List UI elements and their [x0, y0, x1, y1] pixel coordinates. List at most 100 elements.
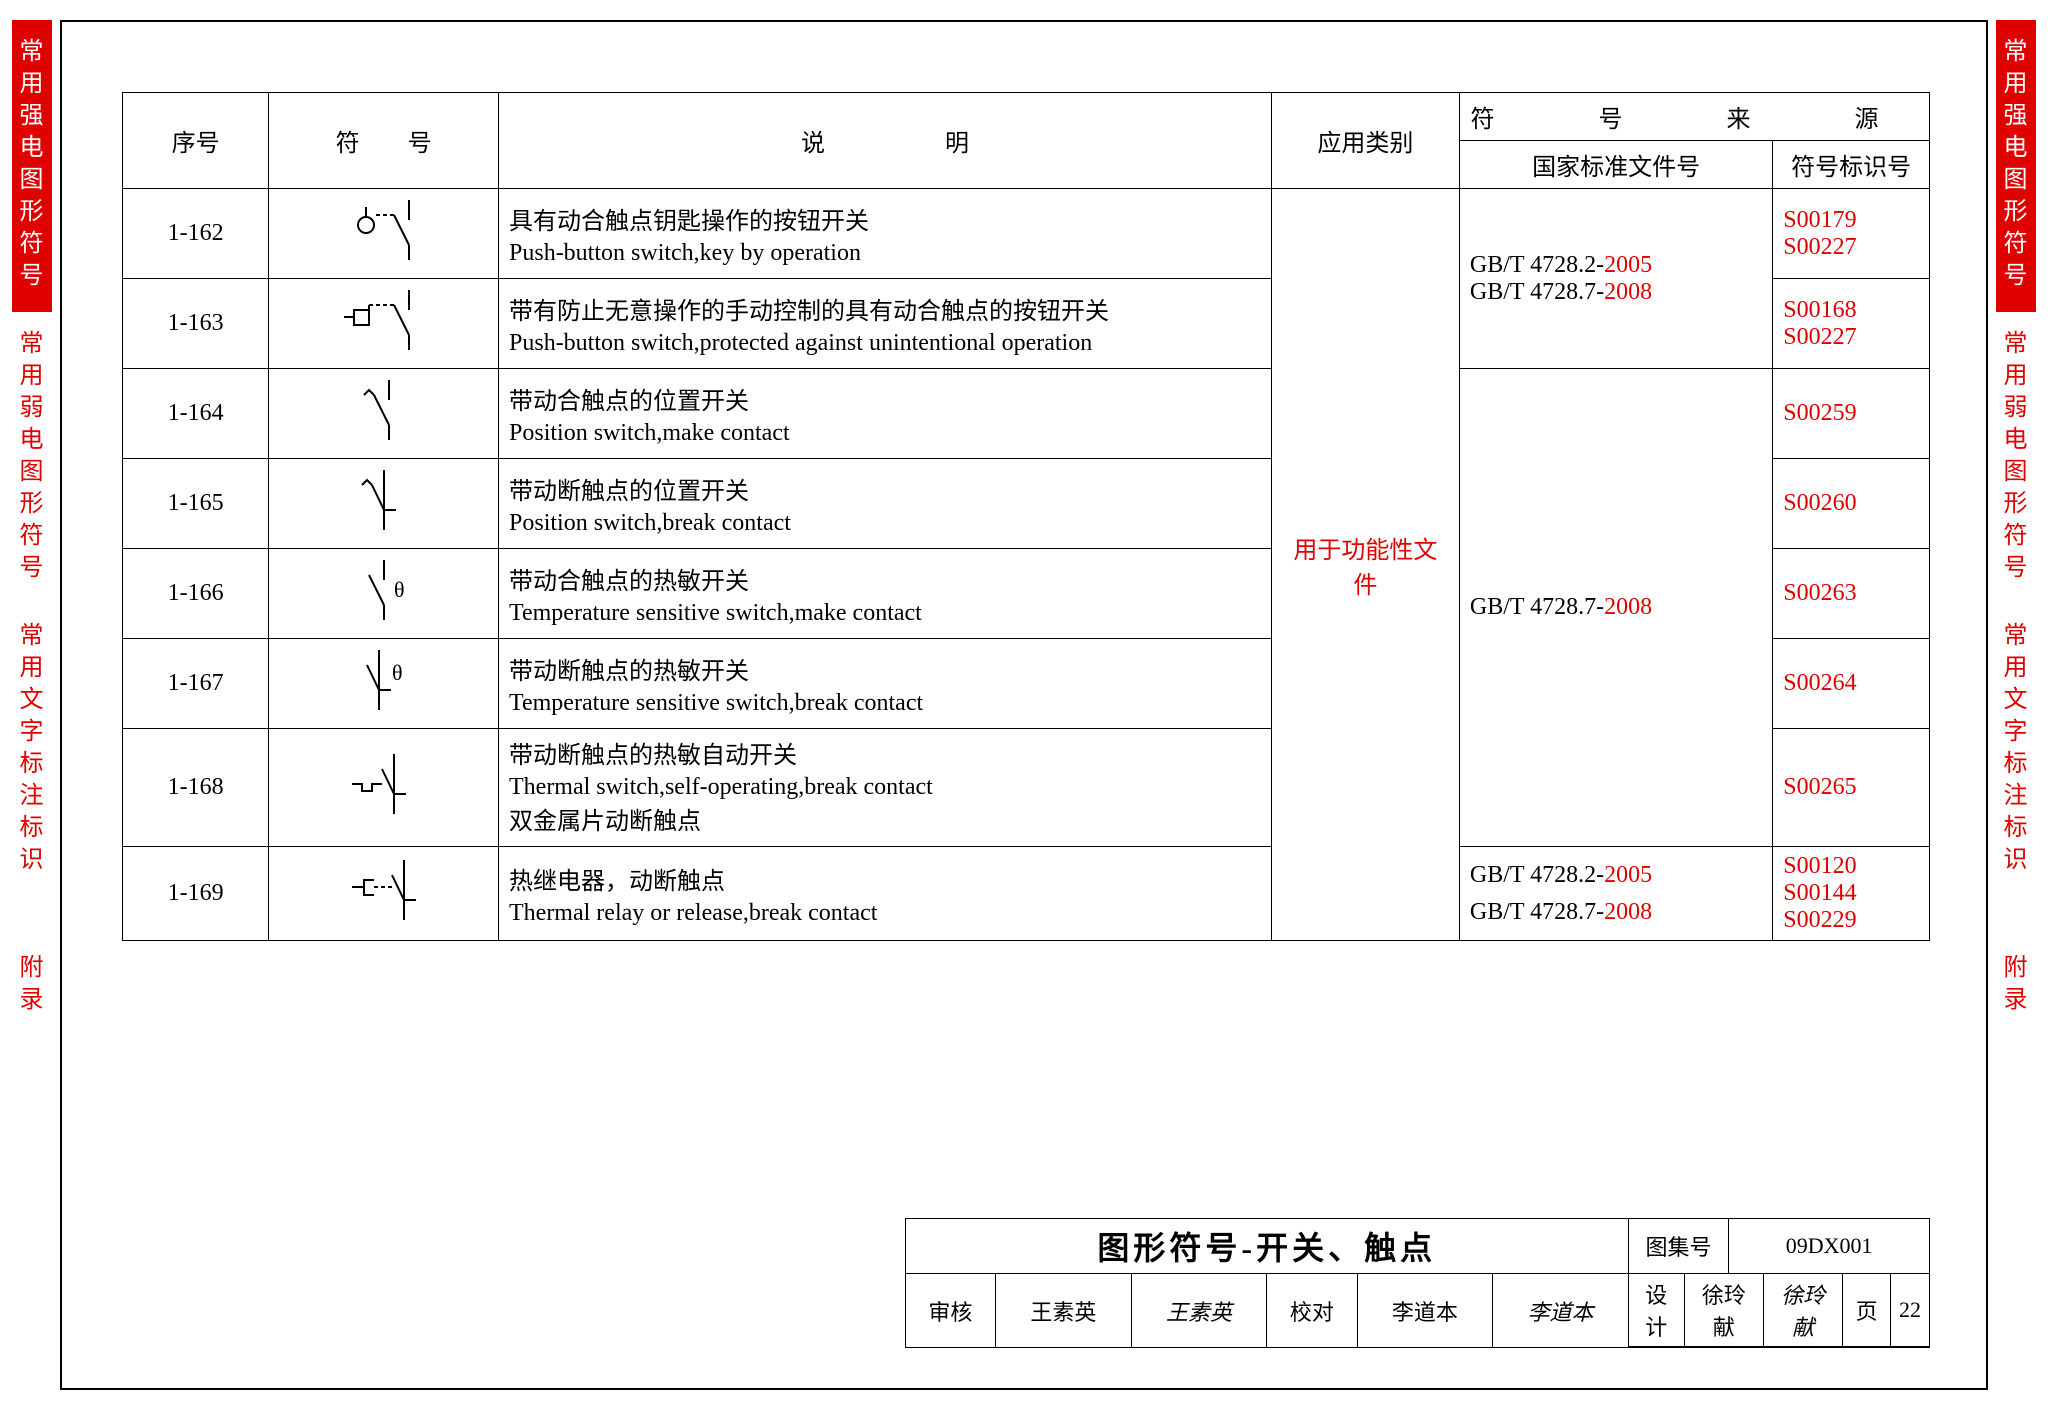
position-break-icon: [324, 465, 444, 535]
table-row: 1-162 具有动合触点钥匙操作的按钮开关 Push-button switch…: [123, 189, 1930, 279]
tab-strong-r[interactable]: 常用强电图形符号: [1996, 20, 2036, 312]
cell-symbol: θ: [269, 639, 499, 729]
cell-seq: 1-165: [123, 459, 269, 549]
cell-desc: 具有动合触点钥匙操作的按钮开关 Push-button switch,key b…: [499, 189, 1272, 279]
cell-symbol: [269, 459, 499, 549]
desc-en: Temperature sensitive switch,break conta…: [509, 690, 1261, 717]
key-switch-icon: [324, 195, 444, 265]
table-body: 1-162 具有动合触点钥匙操作的按钮开关 Push-button switch…: [123, 189, 1930, 941]
side-tabs-left: 常用强电图形符号 常用弱电图形符号 常用文字标注标识 附录: [12, 20, 52, 1036]
id-code: S00120: [1783, 853, 1919, 880]
cell-seq: 1-169: [123, 847, 269, 941]
review-sig: 王素英: [1131, 1274, 1267, 1348]
cell-id: S00168 S00227: [1773, 279, 1930, 369]
tab-weak[interactable]: 常用弱电图形符号: [12, 312, 52, 604]
drawing-title: 图形符号-开关、触点: [905, 1219, 1628, 1274]
std-prefix: GB/T 4728.2-: [1470, 862, 1604, 888]
desc-en: Position switch,make contact: [509, 420, 1261, 447]
cell-seq: 1-164: [123, 369, 269, 459]
cell-std: GB/T 4728.2-2005 GB/T 4728.7-2008: [1459, 189, 1772, 369]
id-code: S00260: [1783, 490, 1919, 517]
thermal-relay-icon: [324, 855, 444, 925]
desc-cn: 带动合触点的位置开关: [509, 381, 1261, 416]
desc-cn2: 双金属片动断触点: [509, 801, 1261, 836]
std-prefix: GB/T 4728.2-: [1470, 252, 1604, 278]
desc-cn: 带有防止无意操作的手动控制的具有动合触点的按钮开关: [509, 291, 1261, 326]
std-prefix: GB/T 4728.7-: [1470, 279, 1604, 305]
desc-cn: 热继电器，动断触点: [509, 861, 1261, 896]
thermal-self-icon: [324, 749, 444, 819]
cell-desc: 带动断触点的热敏开关 Temperature sensitive switch,…: [499, 639, 1272, 729]
std-year: 2008: [1604, 279, 1652, 305]
cell-id: S00260: [1773, 459, 1930, 549]
cell-desc: 带动合触点的热敏开关 Temperature sensitive switch,…: [499, 549, 1272, 639]
std-prefix: GB/T 4728.7-: [1470, 899, 1604, 925]
cell-desc: 带有防止无意操作的手动控制的具有动合触点的按钮开关 Push-button sw…: [499, 279, 1272, 369]
hdr-app: 应用类别: [1271, 93, 1459, 189]
id-code: S00227: [1783, 324, 1919, 351]
position-make-icon: [324, 375, 444, 445]
hdr-std: 国家标准文件号: [1459, 141, 1772, 189]
std-year: 2005: [1604, 862, 1652, 888]
desc-en: Push-button switch,protected against uni…: [509, 330, 1261, 357]
cell-id: S00120 S00144 S00229: [1773, 847, 1930, 941]
std-year: 2008: [1604, 899, 1652, 925]
svg-text:θ: θ: [392, 660, 403, 685]
cell-symbol: [269, 847, 499, 941]
desc-cn: 带动断触点的位置开关: [509, 471, 1261, 506]
temp-break-icon: θ: [324, 645, 444, 715]
cell-std: GB/T 4728.7-2008: [1459, 369, 1772, 847]
cell-desc: 带动断触点的热敏自动开关 Thermal switch,self-operati…: [499, 729, 1272, 847]
cell-desc: 带动合触点的位置开关 Position switch,make contact: [499, 369, 1272, 459]
tab-text-r[interactable]: 常用文字标注标识: [1996, 604, 2036, 896]
tab-weak-r[interactable]: 常用弱电图形符号: [1996, 312, 2036, 604]
set-no: 09DX001: [1729, 1219, 1930, 1274]
desc-en: Position switch,break contact: [509, 510, 1261, 537]
title-block: 图形符号-开关、触点 图集号 09DX001 审核 王素英 王素英 校对 李道本…: [122, 1218, 1930, 1348]
hdr-source: 符 号 来 源: [1459, 93, 1929, 141]
cell-symbol: [269, 729, 499, 847]
id-code: S00168: [1783, 297, 1919, 324]
tab-appendix[interactable]: 附录: [12, 936, 52, 1036]
cell-seq: 1-167: [123, 639, 269, 729]
desc-cn: 具有动合触点钥匙操作的按钮开关: [509, 201, 1261, 236]
id-code: S00263: [1783, 580, 1919, 607]
id-code: S00179: [1783, 207, 1919, 234]
id-code: S00259: [1783, 400, 1919, 427]
hdr-desc: 说 明: [499, 93, 1272, 189]
svg-text:θ: θ: [394, 577, 405, 602]
page-frame: 序号 符 号 说 明 应用类别 符 号 来 源 国家标准文件号 符号标识号 1-…: [60, 20, 1988, 1390]
cell-symbol: [269, 279, 499, 369]
check-name: 李道本: [1357, 1274, 1493, 1348]
id-code: S00229: [1783, 907, 1919, 934]
cell-desc: 带动断触点的位置开关 Position switch,break contact: [499, 459, 1272, 549]
cell-std: GB/T 4728.2-2005 GB/T 4728.7-2008: [1459, 847, 1772, 941]
id-code: S00227: [1783, 234, 1919, 261]
tab-strong[interactable]: 常用强电图形符号: [12, 20, 52, 312]
hdr-id: 符号标识号: [1773, 141, 1930, 189]
desc-cn: 带动合触点的热敏开关: [509, 561, 1261, 596]
cell-seq: 1-166: [123, 549, 269, 639]
std-year: 2008: [1604, 594, 1652, 620]
desc-en: Temperature sensitive switch,make contac…: [509, 600, 1261, 627]
check-sig: 李道本: [1493, 1274, 1629, 1348]
tab-appendix-r[interactable]: 附录: [1996, 936, 2036, 1036]
cell-id: S00179 S00227: [1773, 189, 1930, 279]
side-tabs-right: 常用强电图形符号 常用弱电图形符号 常用文字标注标识 附录: [1996, 20, 2036, 1036]
review-name: 王素英: [996, 1274, 1132, 1348]
temp-make-icon: θ: [324, 555, 444, 625]
page-no: 22: [1891, 1274, 1930, 1347]
cell-seq: 1-162: [123, 189, 269, 279]
set-label: 图集号: [1628, 1219, 1728, 1274]
cell-seq: 1-168: [123, 729, 269, 847]
protected-switch-icon: [324, 285, 444, 355]
symbols-table: 序号 符 号 说 明 应用类别 符 号 来 源 国家标准文件号 符号标识号 1-…: [122, 92, 1930, 941]
tab-text[interactable]: 常用文字标注标识: [12, 604, 52, 896]
hdr-seq: 序号: [123, 93, 269, 189]
std-prefix: GB/T 4728.7-: [1470, 594, 1604, 620]
design-name: 徐玲献: [1684, 1274, 1763, 1347]
cell-desc: 热继电器，动断触点 Thermal relay or release,break…: [499, 847, 1272, 941]
page-label: 页: [1843, 1274, 1891, 1347]
cell-symbol: θ: [269, 549, 499, 639]
desc-cn: 带动断触点的热敏开关: [509, 651, 1261, 686]
